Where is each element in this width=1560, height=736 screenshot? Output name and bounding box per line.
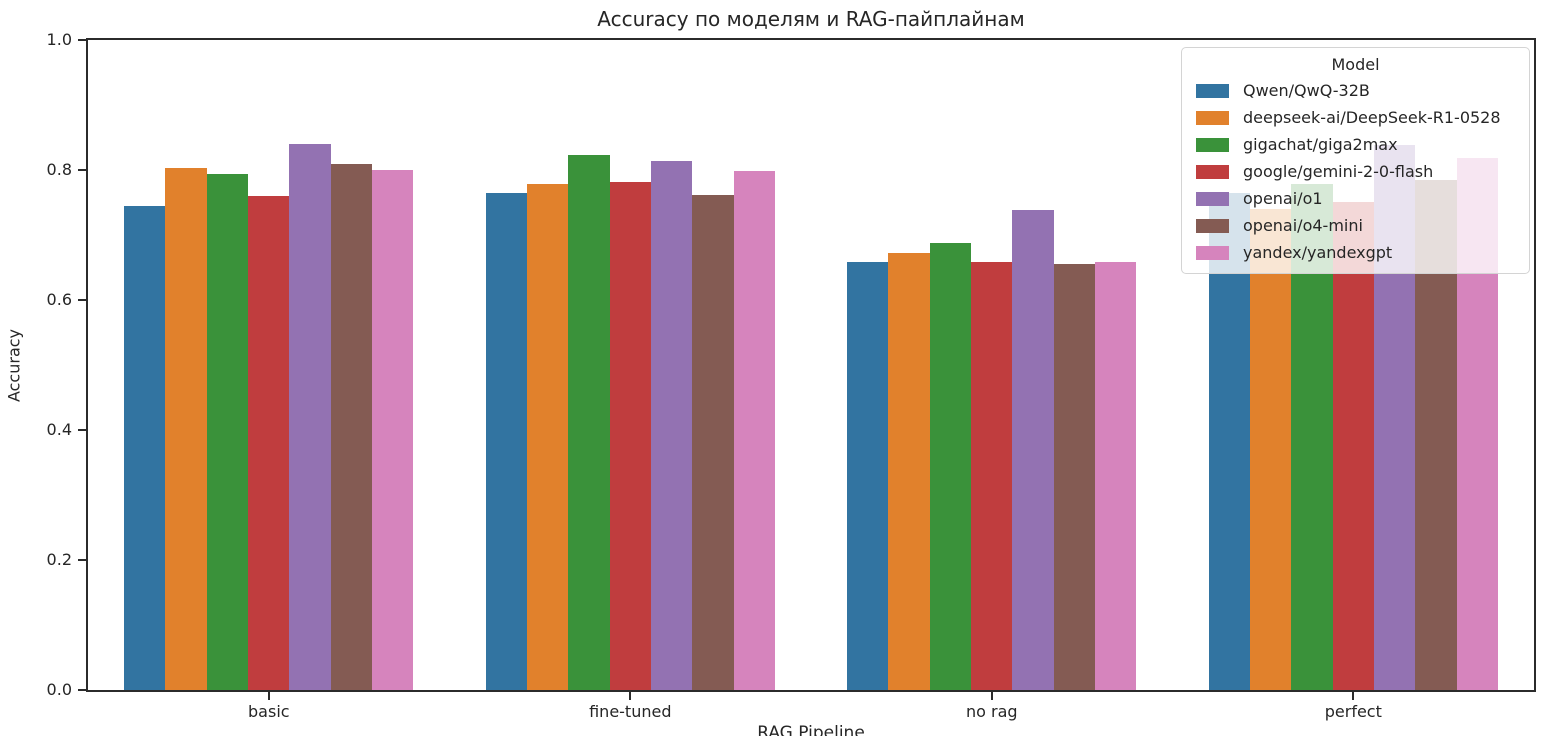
bar-perfect-series-1 — [1249, 209, 1292, 690]
y-tick-label: 0.6 — [46, 290, 72, 309]
y-axis-label: Accuracy — [4, 328, 24, 403]
legend-label: openai/o1 — [1243, 189, 1323, 208]
legend-swatch-icon — [1196, 110, 1229, 125]
legend-entry-1: deepseek-ai/DeepSeek-R1-0528 — [1192, 104, 1519, 131]
x-tick-label: perfect — [1324, 702, 1382, 721]
y-tick-mark — [78, 559, 86, 561]
legend-entry-0: Qwen/QwQ-32B — [1192, 77, 1519, 104]
y-tick-label: 0.8 — [46, 160, 72, 179]
bar-fine-tuned-series-1 — [526, 184, 569, 690]
y-tick-label: 0.4 — [46, 420, 72, 439]
legend-entry-4: openai/o1 — [1192, 185, 1519, 212]
bar-basic-series-0 — [124, 205, 166, 690]
legend-entry-3: google/gemini-2-0-flash — [1192, 158, 1519, 185]
legend-entries: Qwen/QwQ-32B deepseek-ai/DeepSeek-R1-0528… — [1192, 77, 1519, 266]
bar-basic-series-6 — [372, 170, 414, 690]
bar-basic-series-4 — [289, 144, 331, 690]
x-tick-label: fine-tuned — [589, 702, 672, 721]
bar-fine-tuned-series-0 — [485, 192, 527, 690]
bar-fine-tuned-series-3 — [609, 182, 651, 690]
legend-label: google/gemini-2-0-flash — [1243, 162, 1434, 181]
bar-no-rag-series-2 — [929, 242, 972, 690]
legend-entry-5: openai/o4-mini — [1192, 212, 1519, 239]
legend-entry-2: gigachat/giga2max — [1192, 131, 1519, 158]
legend-swatch-icon — [1196, 137, 1229, 152]
x-axis-label: RAG Pipeline — [757, 723, 865, 736]
bar-basic-series-2 — [206, 173, 249, 690]
legend-swatch-icon — [1196, 191, 1229, 206]
x-tick-label: no rag — [966, 702, 1018, 721]
bar-basic-series-5 — [330, 164, 373, 690]
legend-entry-6: yandex/yandexgpt — [1192, 239, 1519, 266]
bar-perfect-series-0 — [1208, 192, 1250, 690]
bar-no-rag-series-4 — [1012, 209, 1054, 690]
legend-label: yandex/yandexgpt — [1243, 243, 1393, 262]
legend-swatch-icon — [1196, 245, 1229, 260]
y-tick-label: 0.2 — [46, 550, 72, 569]
legend-swatch-icon — [1196, 83, 1229, 98]
bar-basic-series-1 — [165, 168, 207, 690]
x-tick-mark — [990, 692, 993, 700]
y-tick-label: 1.0 — [46, 30, 72, 49]
y-tick-mark — [78, 39, 86, 41]
y-tick-mark — [78, 429, 86, 431]
bar-fine-tuned-series-2 — [568, 155, 610, 690]
bar-no-rag-series-5 — [1053, 263, 1096, 690]
legend-swatch-icon — [1196, 218, 1229, 233]
bar-fine-tuned-series-6 — [733, 170, 775, 690]
legend-swatch-icon — [1196, 164, 1229, 179]
bar-basic-series-3 — [248, 196, 290, 690]
chart-title: Accuracy по моделям и RAG-пайплайнам — [597, 7, 1025, 31]
legend-label: gigachat/giga2max — [1243, 135, 1398, 154]
y-tick-mark — [78, 169, 86, 171]
bar-no-rag-series-0 — [847, 262, 889, 690]
x-tick-mark — [629, 692, 632, 700]
bar-fine-tuned-series-5 — [692, 195, 734, 690]
bar-perfect-series-3 — [1332, 201, 1374, 690]
legend-label: openai/o4-mini — [1243, 216, 1363, 235]
x-tick-mark — [267, 692, 270, 700]
bar-no-rag-series-1 — [888, 252, 930, 690]
legend-label: deepseek-ai/DeepSeek-R1-0528 — [1243, 108, 1501, 127]
bar-no-rag-series-6 — [1095, 261, 1137, 690]
legend-title: Model — [1331, 55, 1380, 74]
y-tick-mark — [78, 689, 86, 691]
bar-fine-tuned-series-4 — [650, 160, 693, 690]
bar-no-rag-series-3 — [971, 262, 1013, 690]
x-tick-label: basic — [248, 702, 290, 721]
x-tick-mark — [1352, 692, 1355, 700]
legend: Model Qwen/QwQ-32B deepseek-ai/DeepSeek-R… — [1181, 47, 1530, 274]
y-tick-label: 0.0 — [46, 680, 72, 699]
legend-label: Qwen/QwQ-32B — [1243, 81, 1370, 100]
y-tick-mark — [78, 299, 86, 301]
